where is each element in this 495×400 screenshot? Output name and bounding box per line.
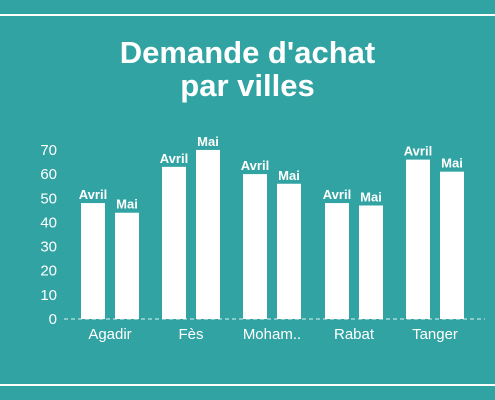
- bar-label-avril: Avril: [404, 144, 432, 159]
- y-tick-label: 70: [40, 142, 57, 159]
- y-tick-label: 40: [40, 214, 57, 231]
- bar-label-mai: Mai: [116, 197, 138, 212]
- bar-mai: [115, 212, 139, 319]
- x-category-label: Moham..: [243, 326, 301, 343]
- bar-label-mai: Mai: [278, 168, 300, 183]
- bar-label-mai: Mai: [197, 134, 219, 149]
- bottom-border-line: [0, 384, 495, 386]
- bar-avril: [162, 166, 186, 319]
- chart-title-line-1: Demande d'achat: [119, 35, 376, 70]
- y-tick-label: 20: [40, 263, 57, 280]
- bar-label-avril: Avril: [79, 187, 107, 202]
- top-border-line: [0, 14, 495, 16]
- bar-label-mai: Mai: [360, 189, 382, 204]
- y-tick-label: 10: [40, 287, 57, 304]
- bar-avril: [325, 203, 349, 319]
- bar-avril: [243, 174, 267, 319]
- x-category-label: Fès: [178, 326, 203, 343]
- y-tick-label: 60: [40, 166, 57, 183]
- y-tick-label: 50: [40, 190, 57, 207]
- bar-label-avril: Avril: [323, 187, 351, 202]
- y-tick-label: 0: [49, 311, 57, 328]
- bar-avril: [406, 159, 430, 319]
- bar-mai: [277, 183, 301, 319]
- bar-label-avril: Avril: [160, 151, 188, 166]
- bar-mai: [359, 205, 383, 319]
- x-category-label: Agadir: [88, 326, 131, 343]
- chart-title: Demande d'achat par villes: [0, 36, 495, 102]
- chart-title-line-2: par villes: [180, 68, 315, 103]
- bar-mai: [196, 149, 220, 319]
- bar-avril: [81, 203, 105, 319]
- y-tick-label: 30: [40, 239, 57, 256]
- bar-mai: [440, 171, 464, 319]
- x-category-label: Tanger: [412, 326, 458, 343]
- bar-label-mai: Mai: [441, 156, 463, 171]
- x-category-label: Rabat: [334, 326, 375, 343]
- bar-label-avril: Avril: [241, 158, 269, 173]
